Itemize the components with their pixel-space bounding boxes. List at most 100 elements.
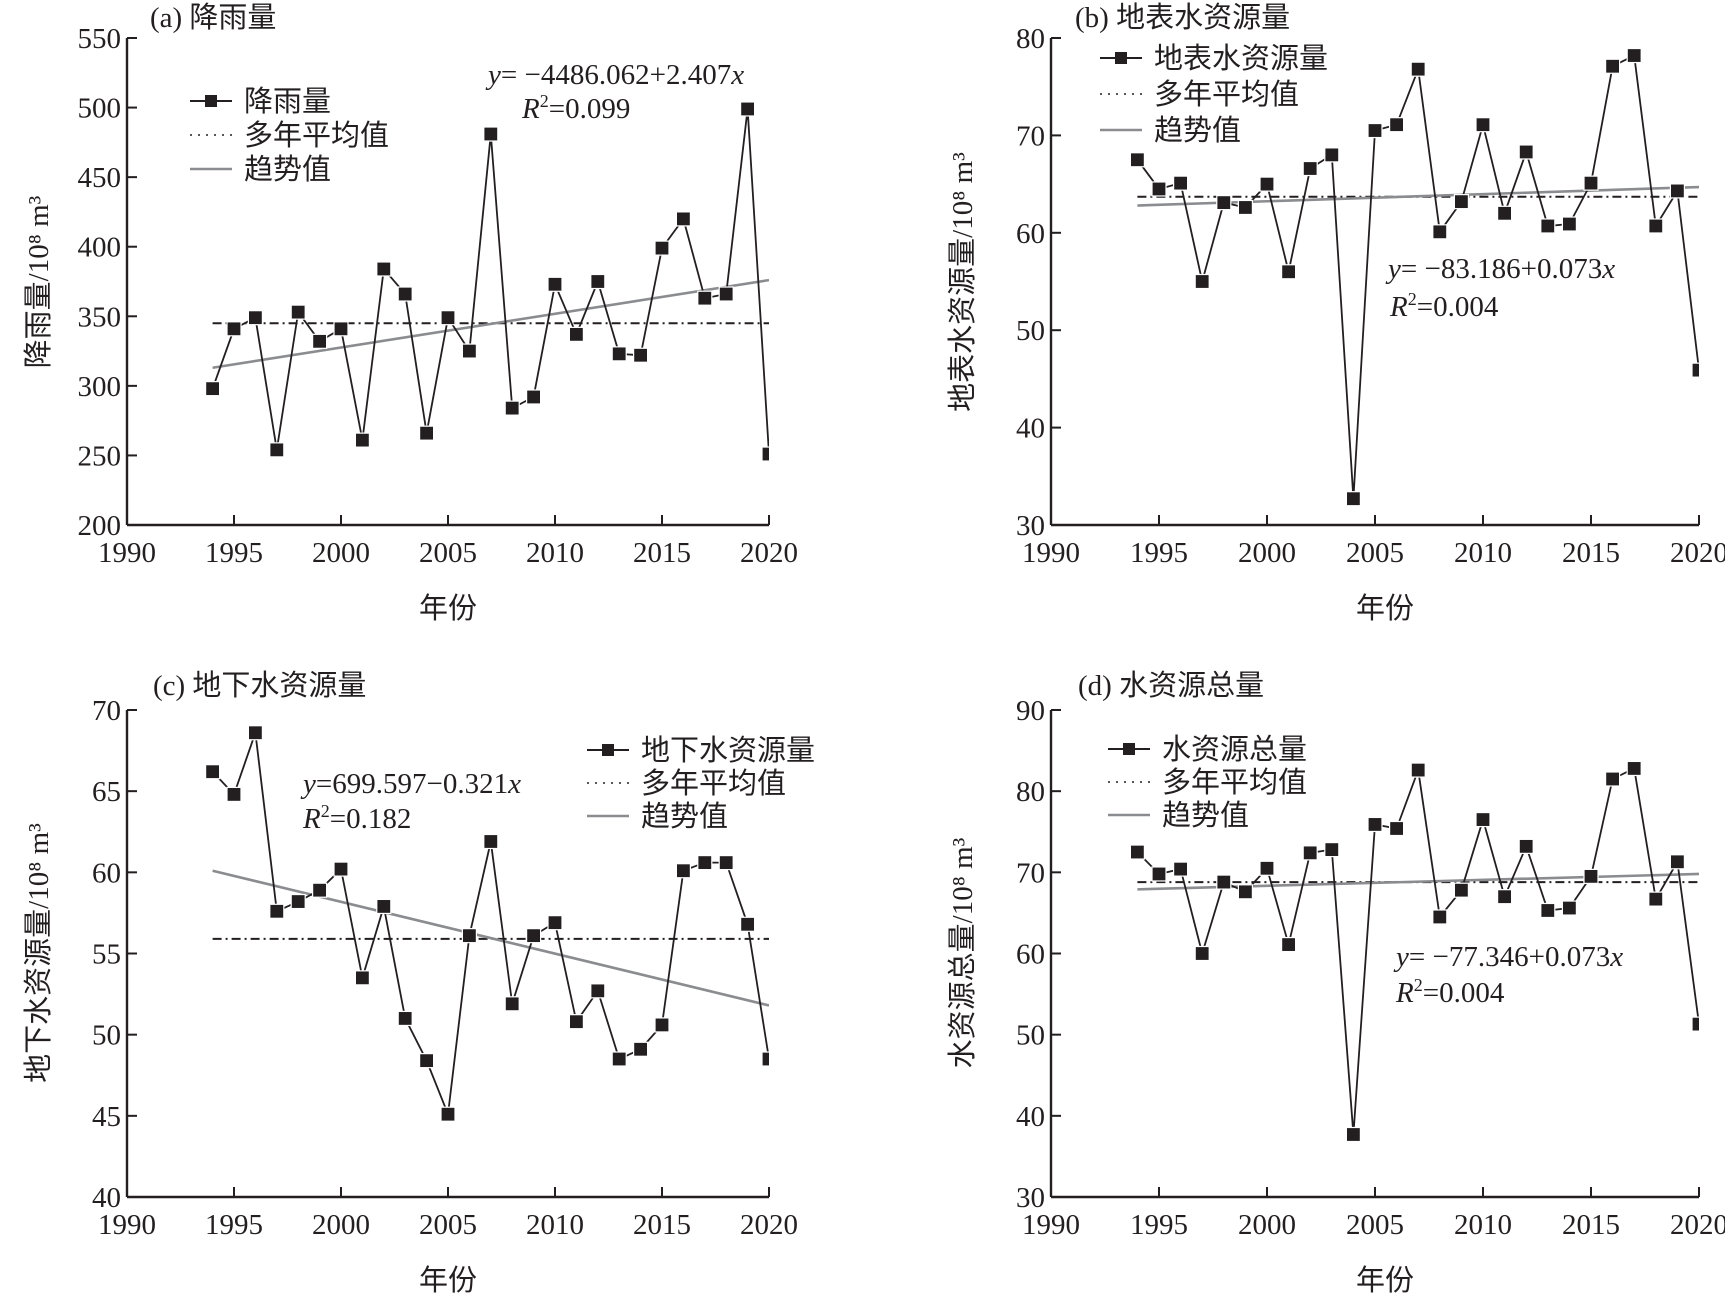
plot-area — [205, 725, 769, 1122]
y-tick-label: 50 — [1016, 1020, 1045, 1052]
plot-area — [1129, 47, 1699, 507]
y-tick-label: 80 — [1016, 776, 1045, 808]
data-point-marker — [1324, 147, 1340, 163]
data-point-marker — [461, 928, 477, 944]
data-point-marker — [504, 996, 520, 1012]
x-tick-label: 2000 — [312, 1209, 370, 1241]
x-axis-title: 年份 — [419, 592, 477, 625]
data-point-marker — [226, 321, 242, 337]
data-point-marker — [269, 442, 285, 458]
r-squared-value: =0.099 — [549, 93, 631, 125]
y-tick-label: 40 — [92, 1182, 121, 1214]
data-point-marker — [568, 1014, 585, 1030]
data-point-marker — [718, 286, 734, 302]
equation-x-symbol: x — [1601, 253, 1615, 285]
x-tick-label: 2015 — [633, 1209, 691, 1241]
data-point-marker — [611, 1051, 627, 1067]
data-point-marker — [376, 261, 392, 277]
data-point-marker — [1345, 1126, 1362, 1143]
data-point-marker — [1237, 884, 1254, 900]
data-point-marker — [1496, 205, 1513, 221]
x-tick-label: 1995 — [205, 537, 263, 569]
data-point-marker — [354, 970, 370, 986]
data-point-marker — [440, 1106, 456, 1122]
data-point-marker — [1194, 273, 1210, 290]
trend-line — [212, 869, 769, 1007]
data-point-marker — [1583, 175, 1599, 191]
data-point-marker — [1388, 117, 1405, 133]
data-point-marker — [1648, 218, 1664, 234]
data-point-marker — [1410, 762, 1426, 778]
data-point-marker — [290, 304, 306, 320]
y-tick-label: 70 — [92, 695, 121, 727]
y-tick-label: 80 — [1016, 23, 1045, 55]
y-tick-label: 90 — [1016, 695, 1045, 727]
data-point-marker — [1259, 860, 1275, 876]
x-tick-label: 1990 — [98, 537, 156, 569]
data-point-marker — [397, 286, 413, 302]
legend-label: 多年平均值 — [641, 767, 786, 800]
x-tick-label: 2005 — [419, 537, 477, 569]
legend-label: 多年平均值 — [1162, 766, 1307, 799]
data-point-marker — [1626, 47, 1642, 64]
legend-label: 趋势值 — [1162, 799, 1249, 832]
x-tick-label: 2005 — [1346, 537, 1404, 569]
data-point-marker — [483, 833, 499, 850]
data-point-marker — [269, 903, 285, 919]
data-point-marker — [761, 446, 769, 462]
data-point-marker — [247, 725, 263, 741]
data-point-marker — [1151, 866, 1167, 882]
data-point-marker — [547, 276, 563, 292]
x-axis-title: 年份 — [1356, 1264, 1414, 1297]
x-tick-label: 2010 — [526, 1209, 584, 1241]
y-tick-label: 55 — [92, 939, 121, 971]
data-point-marker — [1669, 854, 1686, 870]
y-tick-label: 30 — [1016, 1182, 1045, 1214]
data-point-marker — [1583, 868, 1599, 884]
data-point-marker — [1302, 845, 1318, 861]
legend-square-marker-icon — [205, 95, 217, 107]
equation-body: = −83.186+0.073 — [1401, 253, 1602, 285]
panel-title: (a) 降雨量 — [150, 1, 276, 34]
y-tick-label: 40 — [1016, 1101, 1045, 1133]
data-point-marker — [1453, 194, 1470, 210]
y-tick-label: 70 — [1016, 857, 1045, 889]
data-point-marker — [611, 346, 627, 362]
data-point-marker — [1280, 936, 1297, 953]
legend-label: 多年平均值 — [1154, 78, 1299, 111]
equation-y-symbol: y — [1393, 941, 1409, 973]
equation-x-symbol: x — [507, 768, 521, 800]
y-axis-title: 降雨量/10⁸ m³ — [22, 195, 55, 368]
r-squared: R2=0.182 — [302, 801, 411, 835]
data-point-marker — [525, 389, 542, 405]
equation-y-symbol: y — [300, 768, 316, 800]
data-point-marker — [440, 310, 456, 326]
x-axis-title: 年份 — [1356, 592, 1414, 625]
r-squared-superscript: 2 — [540, 91, 549, 111]
r-squared-symbol: R — [302, 803, 321, 835]
data-point-marker — [1259, 176, 1275, 192]
x-tick-label: 2015 — [633, 537, 691, 569]
x-tick-label: 1995 — [1130, 1209, 1188, 1241]
x-tick-label: 1990 — [1022, 537, 1080, 569]
legend-label: 趋势值 — [641, 800, 728, 833]
r-squared-value: =0.004 — [1423, 977, 1505, 1009]
data-point-marker — [761, 1051, 769, 1067]
regression-equation: y= −77.346+0.073x — [1393, 941, 1623, 973]
y-tick-label: 550 — [78, 23, 122, 55]
x-tick-label: 1995 — [205, 1209, 263, 1241]
r-squared-symbol: R — [1395, 977, 1414, 1009]
data-point-marker — [1388, 820, 1405, 837]
y-axis-title: 水资源总量/10⁸ m³ — [946, 837, 979, 1068]
data-point-marker — [1216, 195, 1232, 211]
legend-label: 地表水资源量 — [1154, 42, 1328, 75]
data-point-marker — [1669, 183, 1686, 199]
data-point-marker — [1691, 362, 1699, 378]
data-point-marker — [697, 290, 713, 306]
data-point-marker — [1561, 900, 1578, 916]
data-point-marker — [1453, 882, 1470, 898]
